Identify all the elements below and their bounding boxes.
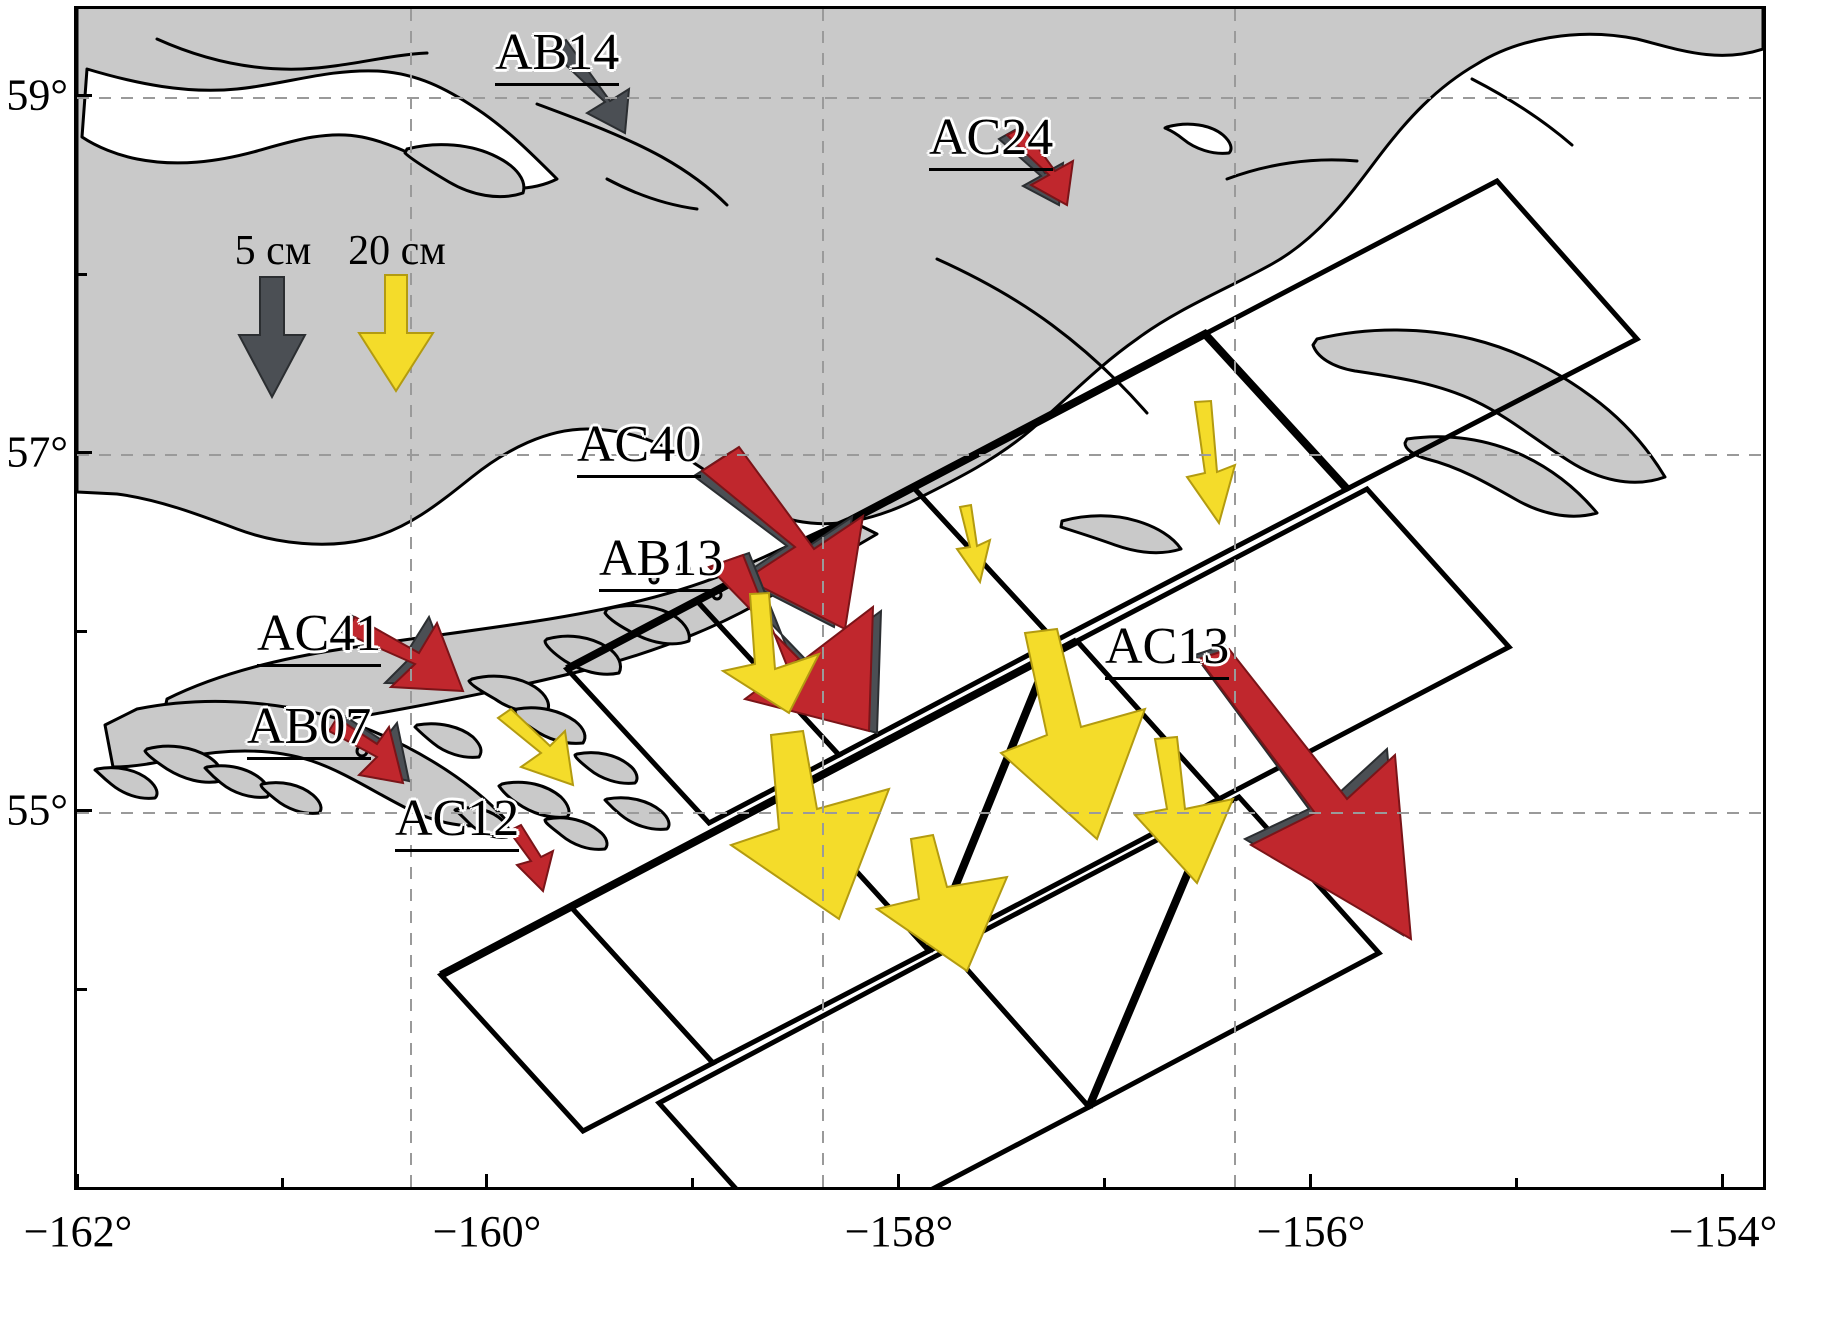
ytick-major-1 xyxy=(74,451,92,454)
vector-arrow-ab07 xyxy=(327,713,411,785)
legend-arrow-yellow xyxy=(357,274,435,393)
xtick-minor-2 xyxy=(1103,1178,1106,1190)
western-islets xyxy=(93,744,323,815)
map-plot-area: .arw-red{fill:#c0272d;stroke:#7a1418;str… xyxy=(74,6,1766,1190)
model-arrow-1 xyxy=(1185,399,1237,526)
xtick-label-3: −156° xyxy=(1256,1207,1366,1256)
grid-lines xyxy=(77,9,1763,1187)
station-label-ac41[interactable]: AC41 xyxy=(257,605,382,667)
island-kodiak-south xyxy=(1403,435,1599,518)
model-arrow-3 xyxy=(496,707,575,787)
model-arrow-7 xyxy=(999,627,1147,841)
shumagin-islands xyxy=(355,562,828,851)
xtick-label-1: −160° xyxy=(432,1207,542,1256)
station-label-ac12[interactable]: AC12 xyxy=(395,790,520,852)
ytick-minor-0 xyxy=(74,273,87,276)
model-arrow-2 xyxy=(955,503,992,585)
station-label-ab13[interactable]: AB13 xyxy=(599,530,724,592)
vector-arrow-ab14 xyxy=(547,38,631,135)
ytick-major-2 xyxy=(74,809,92,812)
xtick-minor-0 xyxy=(281,1178,284,1190)
xtick-major-1 xyxy=(485,1174,488,1190)
model-arrow-4 xyxy=(720,591,822,715)
ytick-minor-2 xyxy=(74,988,87,991)
legend-label-20cm: 20 см xyxy=(348,228,446,274)
station-label-ac13[interactable]: AC13 xyxy=(1105,618,1230,680)
xtick-label-0: −162° xyxy=(23,1207,133,1256)
ytick-label-1: 57° xyxy=(6,427,68,477)
station-label-ab14[interactable]: AB14 xyxy=(495,24,620,86)
ytick-major-0 xyxy=(74,94,92,97)
xtick-minor-1 xyxy=(691,1178,694,1190)
legend-label-5cm: 5 см xyxy=(234,228,312,274)
model-arrow-5 xyxy=(728,729,891,921)
semidi-island xyxy=(1059,514,1183,555)
xtick-major-2 xyxy=(897,1174,900,1190)
station-label-ab07[interactable]: AB07 xyxy=(247,698,372,760)
vector-arrow-ac12 xyxy=(507,823,555,893)
vector-arrow-ac24 xyxy=(997,125,1075,207)
island-bristol xyxy=(403,143,526,199)
ytick-label-2: 55° xyxy=(6,785,68,835)
xtick-minor-3 xyxy=(1515,1178,1518,1190)
legend-arrow-gray xyxy=(237,276,307,400)
island-near-ac24 xyxy=(1163,122,1233,155)
ytick-minor-1 xyxy=(74,630,87,633)
model-arrow-8 xyxy=(1133,735,1235,885)
ytick-label-0: 59° xyxy=(6,70,68,120)
vector-arrow-ac41 xyxy=(337,612,465,693)
vector-arrow-ac13 xyxy=(1193,643,1413,941)
station-label-ac24[interactable]: AC24 xyxy=(929,109,1054,171)
xtick-major-3 xyxy=(1309,1174,1312,1190)
coastline-detail xyxy=(155,37,1574,415)
model-arrow-6 xyxy=(874,833,1009,973)
xtick-label-4: −154° xyxy=(1668,1207,1778,1256)
xtick-major-4 xyxy=(1721,1174,1724,1190)
map-canvas: .arw-red{fill:#c0272d;stroke:#7a1418;str… xyxy=(77,9,1763,1187)
kodiak-island xyxy=(1311,328,1667,484)
xtick-major-0 xyxy=(76,1174,79,1190)
xtick-label-2: −158° xyxy=(844,1207,954,1256)
station-label-ac40[interactable]: AC40 xyxy=(577,416,702,478)
landmass-group xyxy=(77,9,1763,851)
